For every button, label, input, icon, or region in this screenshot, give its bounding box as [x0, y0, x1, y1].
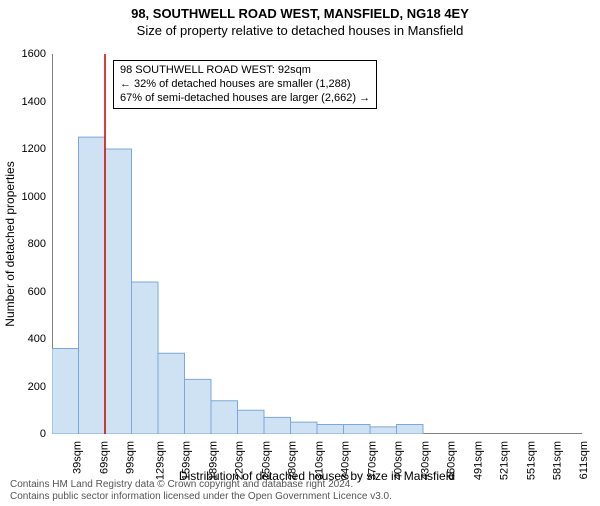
x-tick-label: 581sqm: [552, 441, 564, 480]
y-tick-label: 600: [28, 286, 46, 298]
annotation-line3: 67% of semi-detached houses are larger (…: [120, 92, 370, 106]
x-tick-label: 69sqm: [98, 441, 110, 474]
x-tick-label: 340sqm: [340, 441, 352, 480]
y-tick-label: 200: [28, 381, 46, 393]
x-tick-label: 280sqm: [287, 441, 299, 480]
x-tick-label: 551sqm: [525, 441, 537, 480]
annotation-line1: 98 SOUTHWELL ROAD WEST: 92sqm: [120, 64, 370, 78]
x-tick-label: 430sqm: [419, 441, 431, 480]
y-tick-label: 1600: [22, 48, 46, 60]
y-axis-label: Number of detached properties: [3, 161, 17, 326]
x-tick-label: 99sqm: [125, 441, 137, 474]
footer-line1: Contains HM Land Registry data © Crown c…: [10, 479, 392, 491]
chart-title-line2: Size of property relative to detached ho…: [0, 23, 600, 38]
annotation-box: 98 SOUTHWELL ROAD WEST: 92sqm ← 32% of d…: [113, 60, 377, 109]
x-tick-label: 159sqm: [181, 441, 193, 480]
x-tick-label: 189sqm: [207, 441, 219, 480]
histogram-plot: [52, 54, 582, 434]
footer-attribution: Contains HM Land Registry data © Crown c…: [10, 479, 392, 503]
y-tick-label: 0: [40, 428, 46, 440]
x-tick-label: 220sqm: [234, 441, 246, 480]
chart-area: Number of detached properties Distributi…: [52, 54, 582, 434]
annotation-line2: ← 32% of detached houses are smaller (1,…: [120, 78, 370, 92]
x-tick-label: 460sqm: [446, 441, 458, 480]
y-tick-label: 1000: [22, 191, 46, 203]
y-tick-label: 1400: [22, 96, 46, 108]
x-tick-label: 491sqm: [472, 441, 484, 480]
x-tick-label: 400sqm: [393, 441, 405, 480]
y-tick-label: 800: [28, 238, 46, 250]
x-tick-label: 39sqm: [72, 441, 84, 474]
x-tick-label: 310sqm: [313, 441, 325, 480]
chart-title-line1: 98, SOUTHWELL ROAD WEST, MANSFIELD, NG18…: [0, 6, 600, 21]
y-tick-label: 1200: [22, 143, 46, 155]
footer-line2: Contains public sector information licen…: [10, 491, 392, 503]
x-tick-label: 521sqm: [499, 441, 511, 480]
x-tick-label: 611sqm: [578, 441, 590, 479]
x-tick-label: 129sqm: [154, 441, 166, 480]
y-tick-label: 400: [28, 333, 46, 345]
x-tick-label: 370sqm: [366, 441, 378, 480]
x-tick-label: 250sqm: [260, 441, 272, 480]
